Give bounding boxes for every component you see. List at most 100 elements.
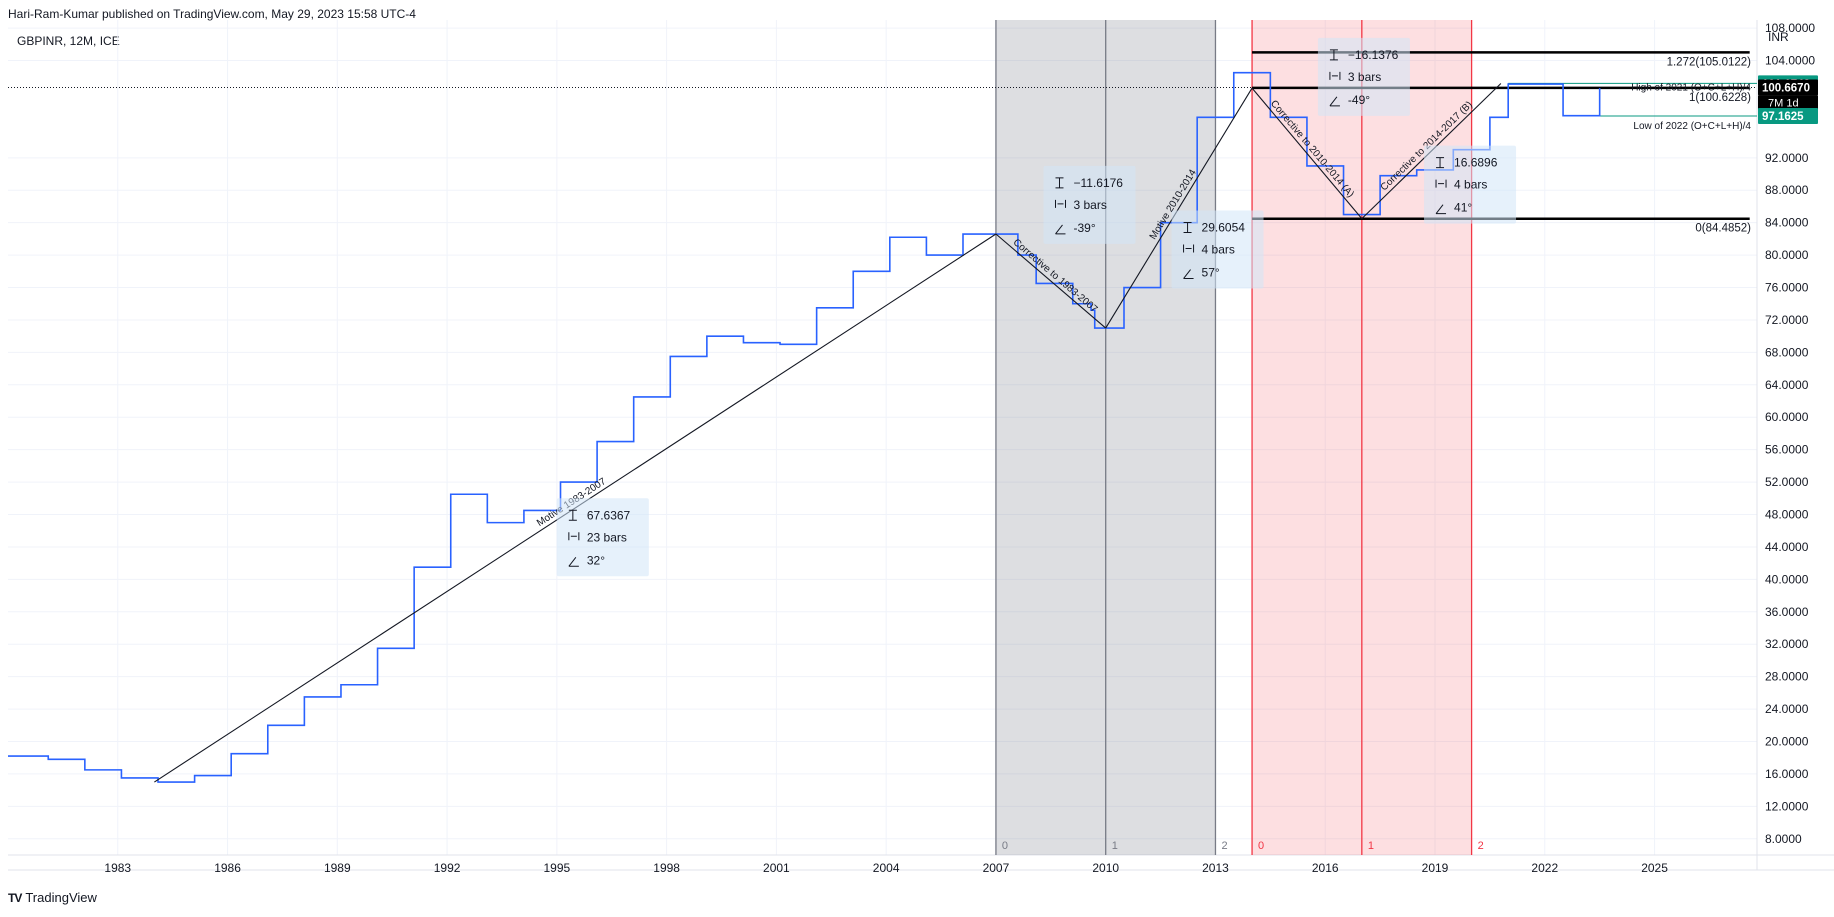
measure-box: −11.6176 3 bars -39° xyxy=(1043,165,1136,244)
x-tick-label: 2001 xyxy=(763,861,790,875)
grid-lines xyxy=(8,20,1834,871)
price-range-icon xyxy=(1329,49,1338,61)
y-tick-label: 64.0000 xyxy=(1765,378,1809,392)
x-tick-label: 2004 xyxy=(873,861,900,875)
fib-level-label: 1(100.6228) xyxy=(1689,92,1751,104)
x-tick-label: 1989 xyxy=(324,861,351,875)
measure-bars: 4 bars xyxy=(1454,178,1487,192)
x-tick-label: 1998 xyxy=(653,861,680,875)
y-tick-label: 80.0000 xyxy=(1765,248,1809,262)
y-tick-label: 28.0000 xyxy=(1765,670,1809,684)
fib-level-label: 1.272(105.0122) xyxy=(1667,56,1752,68)
y-tick-label: 48.0000 xyxy=(1765,508,1809,522)
measure-change: 67.6367 xyxy=(587,508,631,522)
x-axis[interactable]: 1983 1986 1989 1992 1995 1998 2001 2004 2007 2010… xyxy=(104,861,1668,875)
measure-angle: 57° xyxy=(1202,266,1220,280)
measure-box: 16.6896 4 bars 41° xyxy=(1424,145,1517,224)
measure-boxes[interactable]: 67.6367 23 bars 32° −11.6176 3 bars -39° 29.60… xyxy=(556,37,1517,577)
bars-range-icon xyxy=(1329,71,1341,80)
price-range-icon xyxy=(1183,222,1192,234)
footer-brand[interactable]: TV TradingView xyxy=(8,890,97,905)
measure-angle: 41° xyxy=(1454,201,1472,215)
x-tick-label: 2022 xyxy=(1531,861,1558,875)
measure-box: −16.1376 3 bars -49° xyxy=(1317,37,1410,116)
measure-change: 29.6054 xyxy=(1202,221,1246,235)
x-tick-label: 1992 xyxy=(434,861,461,875)
x-tick-label: 2019 xyxy=(1422,861,1449,875)
price-range-icon xyxy=(1055,177,1064,189)
measure-box: 29.6054 4 bars 57° xyxy=(1171,210,1264,289)
price-tag-label: 100.6670 xyxy=(1762,83,1810,95)
x-tick-label: 2010 xyxy=(1092,861,1119,875)
price-tag-bg xyxy=(1758,107,1818,124)
bars-range-icon xyxy=(1435,179,1447,188)
measure-box: 67.6367 23 bars 32° xyxy=(556,498,649,577)
cycle-mark-label: 2 xyxy=(1478,840,1484,852)
symbol-legend[interactable]: GBPINR, 12M, ICE xyxy=(17,34,120,48)
x-tick-label: 1995 xyxy=(543,861,570,875)
y-tick-label: 16.0000 xyxy=(1765,767,1809,781)
y-tick-label: 92.0000 xyxy=(1765,151,1809,165)
measure-box-bg xyxy=(1424,145,1517,224)
price-series xyxy=(8,71,1601,783)
measure-change: −16.1376 xyxy=(1348,48,1399,62)
y-tick-label: 40.0000 xyxy=(1765,572,1809,586)
measure-angle: 32° xyxy=(587,553,605,567)
y-tick-label: 68.0000 xyxy=(1765,345,1809,359)
time-cycle-zones: 0 1 2 0 1 2 xyxy=(995,20,1484,855)
y-tick-label: 36.0000 xyxy=(1765,605,1809,619)
y-tick-label: 44.0000 xyxy=(1765,540,1809,554)
wave-line xyxy=(1251,87,1363,219)
measure-change: 16.6896 xyxy=(1454,156,1498,170)
x-tick-label: 2025 xyxy=(1641,861,1668,875)
y-tick-label: 20.0000 xyxy=(1765,735,1809,749)
y-tick-label: 88.0000 xyxy=(1765,183,1809,197)
y-tick-label: 12.0000 xyxy=(1765,799,1809,813)
tradingview-logo-icon: TV xyxy=(8,890,22,905)
bars-range-icon xyxy=(1183,244,1195,253)
price-tag-label: 97.1625 xyxy=(1762,111,1804,123)
countdown-bg xyxy=(1758,95,1818,110)
y-tick-label: 60.0000 xyxy=(1765,410,1809,424)
measure-bars: 4 bars xyxy=(1202,243,1235,257)
angle-icon xyxy=(1183,269,1194,280)
y-tick-label: 104.0000 xyxy=(1765,54,1815,68)
angle-icon xyxy=(1329,96,1340,107)
measure-box-bg xyxy=(556,498,649,577)
measure-bars: 3 bars xyxy=(1348,70,1381,84)
y-tick-label: 56.0000 xyxy=(1765,443,1809,457)
currency-label: INR xyxy=(1768,30,1789,44)
price-step-line xyxy=(8,71,1601,783)
angle-icon xyxy=(1055,224,1066,235)
x-tick-label: 2016 xyxy=(1312,861,1339,875)
price-range-icon xyxy=(568,509,577,521)
brand-name: TradingView xyxy=(25,890,97,905)
cycle-mark-label: 1 xyxy=(1112,840,1118,852)
y-tick-label: 84.0000 xyxy=(1765,216,1809,230)
countdown-label: 7M 1d xyxy=(1768,98,1799,110)
measure-change: −11.6176 xyxy=(1073,176,1123,190)
y-axis[interactable]: 8.0000 12.0000 16.0000 20.0000 24.0000 28.000… xyxy=(1765,21,1815,846)
angle-icon xyxy=(568,556,579,567)
y-tick-label: 32.0000 xyxy=(1765,637,1809,651)
y-tick-label: 52.0000 xyxy=(1765,475,1809,489)
angle-icon xyxy=(1435,204,1447,215)
measure-bars: 23 bars xyxy=(587,530,627,544)
bars-range-icon xyxy=(1055,199,1066,208)
wave-line xyxy=(995,233,1107,329)
measure-box-bg xyxy=(1317,37,1410,116)
low-2022-note: Low of 2022 (O+C+L+H)/4 xyxy=(1633,121,1751,132)
y-tick-label: 108.0000 xyxy=(1765,21,1815,35)
x-tick-label: 1986 xyxy=(214,861,241,875)
measure-box-bg xyxy=(1043,165,1136,244)
x-tick-label: 1983 xyxy=(104,861,131,875)
measure-bars: 3 bars xyxy=(1073,198,1106,212)
price-range-icon xyxy=(1436,157,1445,169)
cycle-mark-label: 0 xyxy=(1002,840,1008,852)
price-tag-bg xyxy=(1758,79,1818,96)
x-tick-label: 2013 xyxy=(1202,861,1229,875)
fib-level-label: 0(84.4852) xyxy=(1695,223,1751,235)
y-tick-label: 24.0000 xyxy=(1765,702,1809,716)
